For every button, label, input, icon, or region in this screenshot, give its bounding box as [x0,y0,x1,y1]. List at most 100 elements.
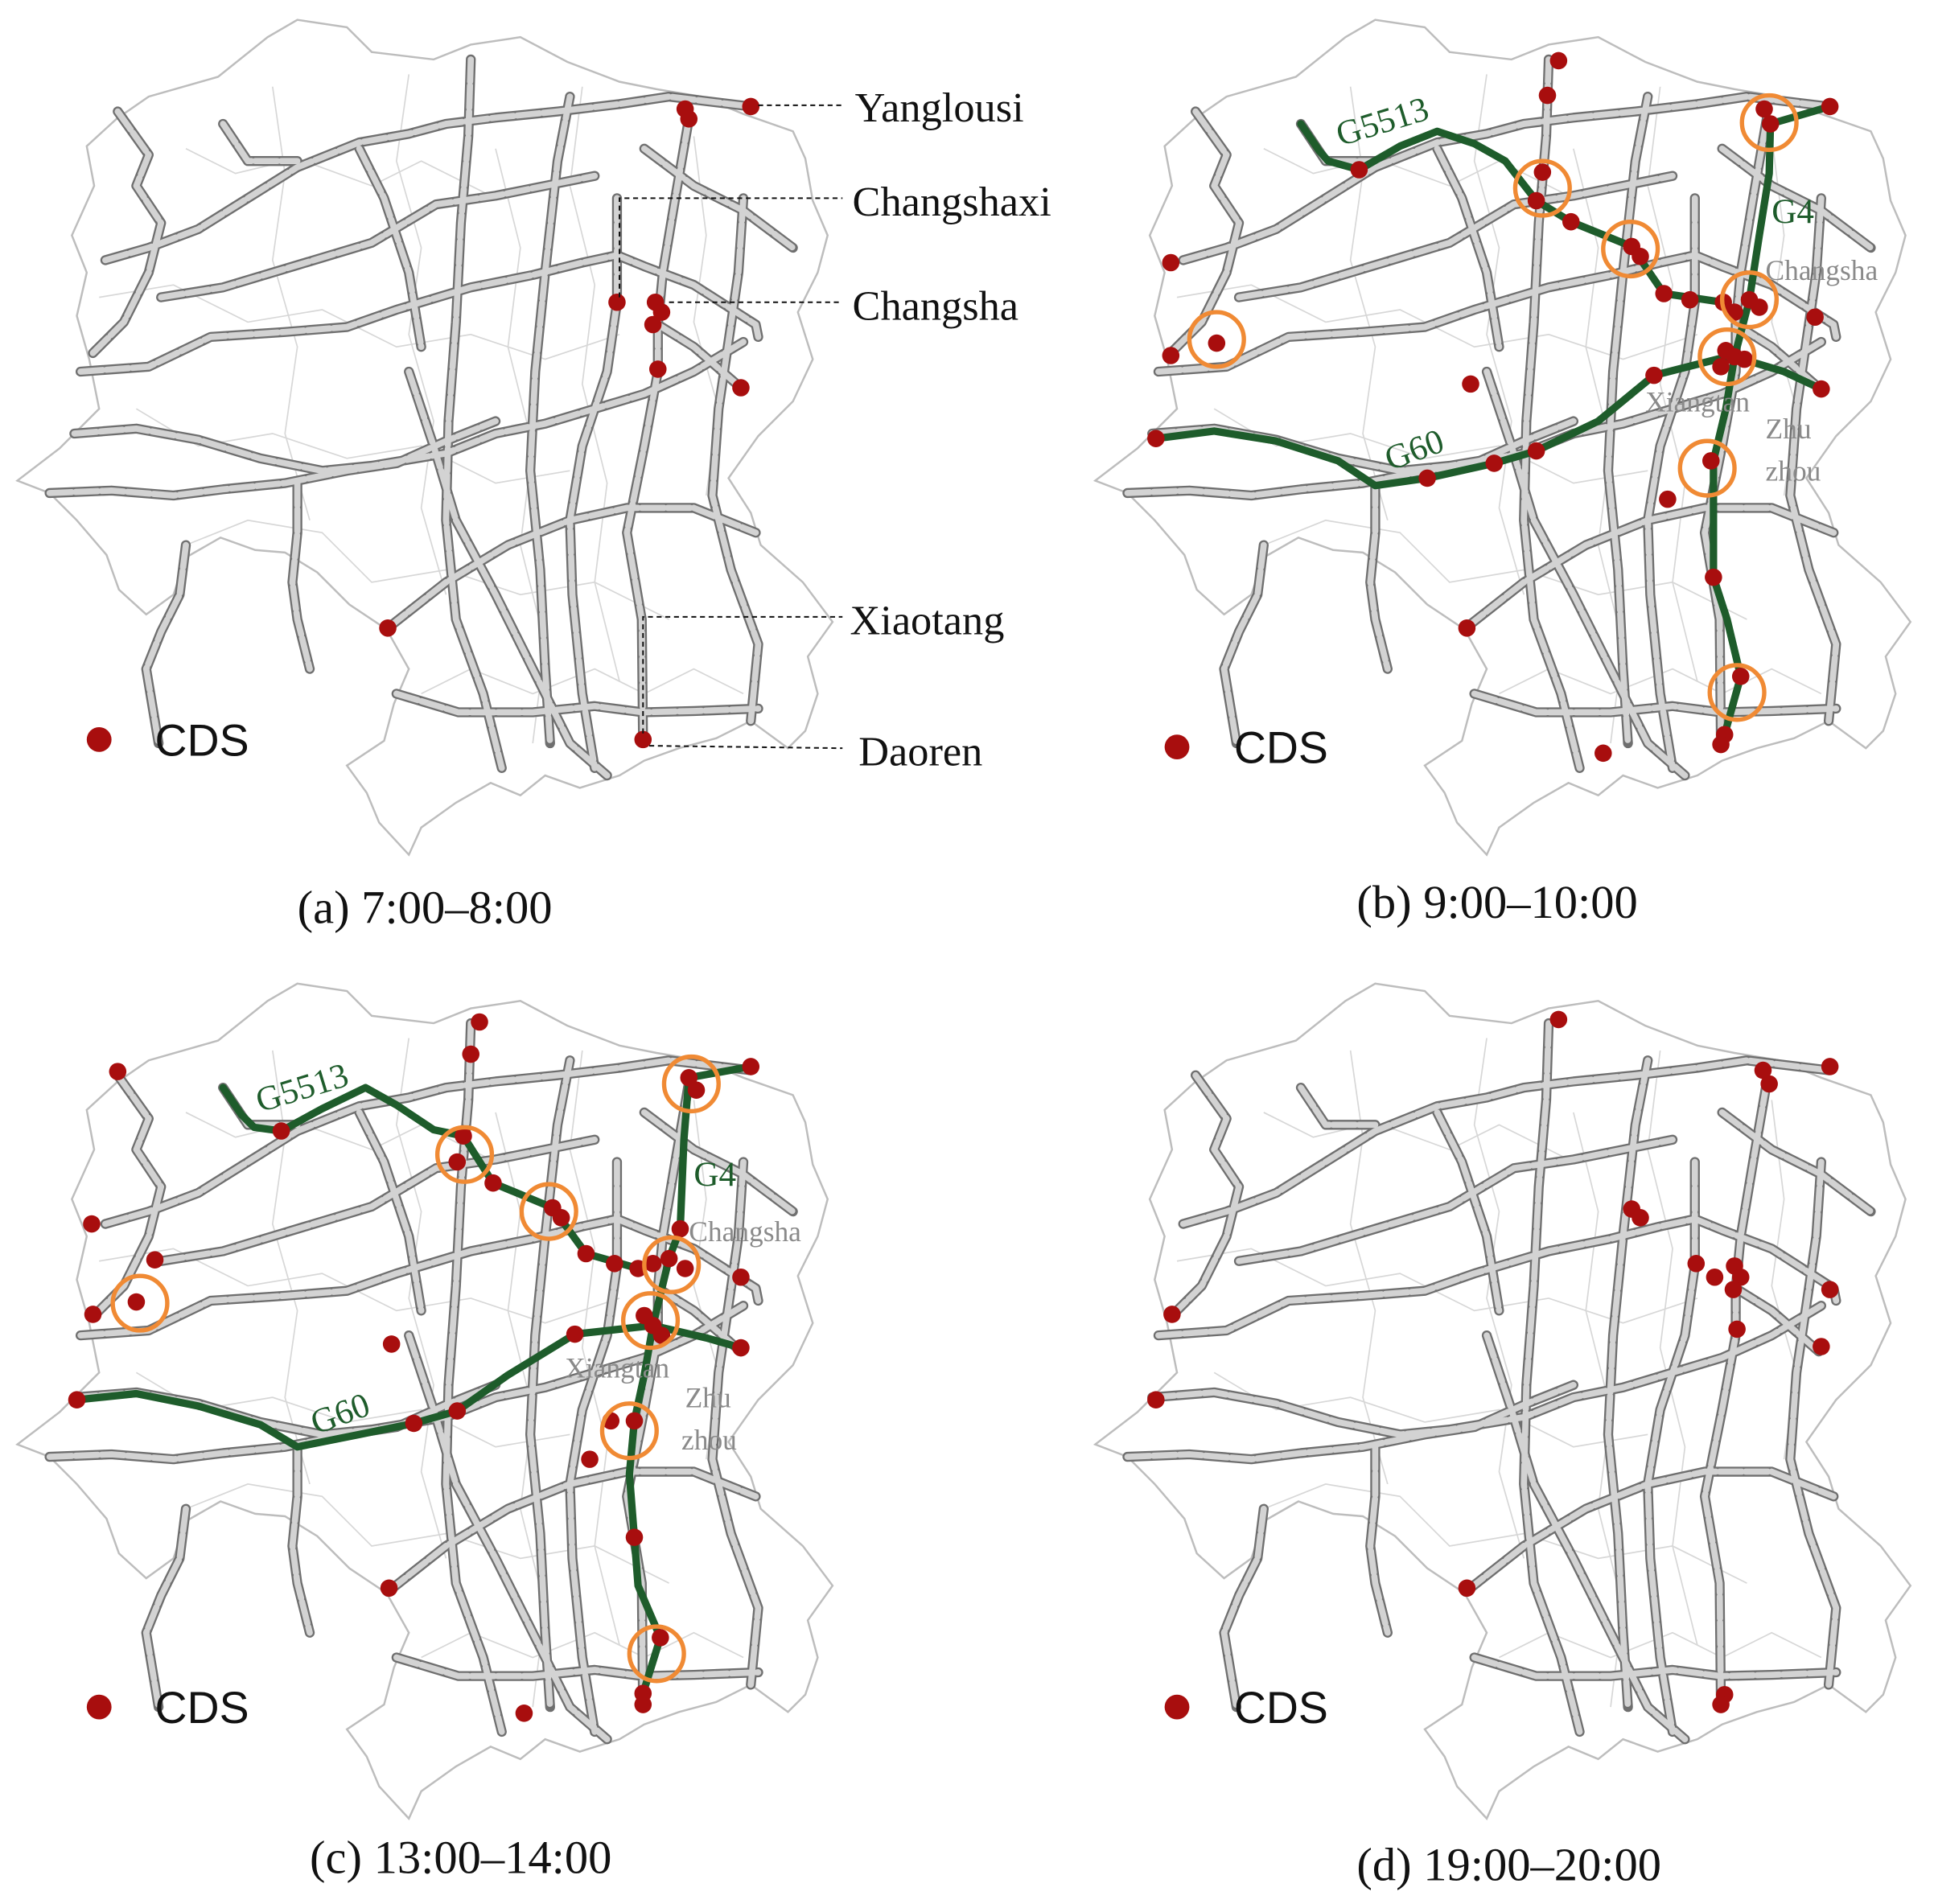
cds-point [676,1260,694,1277]
callout-line-daoren [648,745,843,750]
highlight-circle [519,1182,578,1241]
cds-point [471,1013,488,1031]
route-g5513-b [1297,120,1727,306]
highlight-circle [620,1291,681,1351]
cds-point [1821,1058,1839,1075]
panel-c: G5513 G4 G60 Changsha Xiangtan Zhu zhou … [18,984,833,1883]
cds-point [566,1325,584,1343]
cds-point [732,1339,750,1357]
cds-point [644,315,662,334]
cds-point [1755,100,1773,118]
cds-point [84,1306,102,1323]
cds-point [462,1045,480,1063]
cds-point [1754,1061,1772,1079]
cds-point [606,1255,623,1273]
route-g5513-c [219,1084,642,1273]
legend-marker-d [1164,1694,1190,1720]
cds-point [1813,380,1830,398]
highlight-circle [1739,93,1799,153]
cds-point [1760,1075,1778,1093]
cds-point [1681,290,1699,309]
cds-point [1712,358,1730,376]
cds-points-a [379,97,760,749]
cds-point [1821,97,1839,116]
cds-point [648,360,667,378]
caption-a: (a) 7:00–8:00 [298,881,553,933]
cds-point [1632,1209,1649,1227]
cds-point [455,1127,472,1145]
cds-point [379,619,397,637]
map-base-a [18,20,833,855]
cds-point [625,1528,644,1546]
highlight-circle [627,1624,686,1684]
cds-point [644,1255,662,1273]
panel-d: CDS (d) 19:00–20:00 [1095,984,1910,1891]
cds-point [660,1249,678,1268]
cds-point [652,1629,669,1647]
cds-point [109,1063,127,1080]
cds-point [1751,298,1768,316]
highlight-circle [434,1125,495,1184]
cds-point [1208,334,1226,352]
callout-changsha: Changsha [853,282,1019,329]
cds-point [1728,1320,1746,1339]
cds-point [1163,1306,1181,1323]
cds-point [1731,668,1750,685]
legend-marker-c [86,1694,112,1720]
cds-point [1350,161,1368,179]
cds-point [382,1335,401,1353]
cds-point [625,1412,644,1430]
cds-point [1538,86,1557,105]
highlight-circle [661,1054,721,1114]
highlight-circle [1187,310,1246,369]
highlight-circle [1601,219,1660,279]
highlight-circle [110,1273,170,1333]
circles-c [110,1054,721,1684]
cds-point [577,1244,595,1263]
cds-point [634,730,652,749]
legend-label-a: CDS [155,715,249,765]
callout-line-changshaxi [619,197,843,298]
cds-point [515,1705,533,1722]
city-label-zhou-b: zhou [1766,455,1821,487]
cds-points-d [1147,1010,1839,1713]
highlight-circle [1677,438,1737,498]
highlight-circle [1697,327,1757,387]
cds-point [732,1268,750,1286]
panel-b: G5513 G4 G60 Changsha Xiangtan Zhu zhou … [1095,20,1910,928]
cds-point [687,1081,706,1099]
highlight-circle [1707,663,1767,722]
circles-b [1187,93,1799,722]
city-label-zhou-c: zhou [681,1424,737,1456]
cds-point [1549,1010,1568,1029]
highlight-circle [642,1235,702,1294]
cds-point [1705,568,1722,586]
cds-point [1549,51,1568,70]
cds-point [742,1058,760,1075]
legend-marker-a [86,726,112,752]
cds-point [1712,735,1730,754]
highlight-circle [1512,158,1572,218]
cds-point [1761,115,1780,133]
callout-xiaotang: Xiaotang [850,597,1004,644]
cds-point [1655,285,1673,302]
cds-point [1659,490,1677,508]
legend-marker-b [1164,734,1190,760]
cds-point [732,379,750,397]
cds-point [652,1326,671,1344]
cds-point [552,1209,570,1227]
cds-point [742,97,760,116]
cds-point [1462,375,1479,393]
cds-point [1724,1281,1743,1298]
panel-a: Yanglousi Changshaxi Changsha Xiaotang D… [18,20,1051,933]
highlight-circle [599,1401,659,1461]
cds-point [1418,469,1436,487]
cds-point [448,1153,467,1171]
cds-point [1706,1268,1724,1286]
cds-point [1806,308,1824,327]
cds-point [634,1696,652,1713]
cds-point [484,1174,502,1192]
route-g60-c [72,1322,657,1451]
cds-point [127,1293,146,1311]
cds-point [1821,1281,1839,1298]
